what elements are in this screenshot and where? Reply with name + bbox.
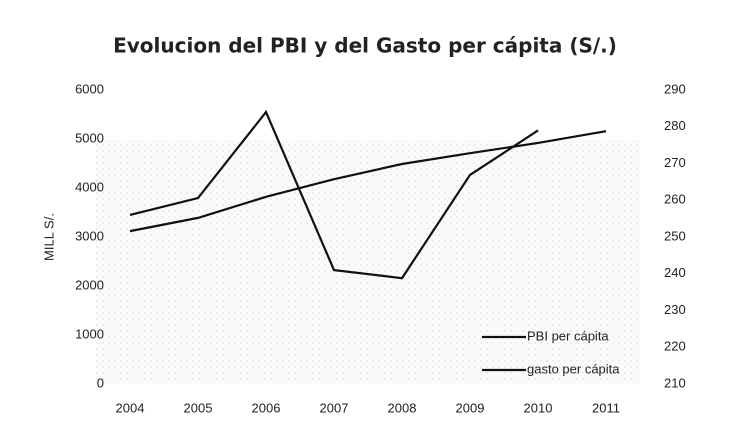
legend-label: PBI per cápita xyxy=(527,328,609,343)
y2-tick-label: 220 xyxy=(664,339,686,354)
y2-tick-label: 270 xyxy=(664,155,686,170)
x-tick-label: 2011 xyxy=(592,400,620,415)
x-tick-label: 2007 xyxy=(320,400,349,415)
chart-title: Evolucion del PBI y del Gasto per cápita… xyxy=(113,34,617,58)
y2-tick-label: 240 xyxy=(664,265,686,280)
y2-tick-label: 230 xyxy=(664,302,686,317)
y-tick-label: 4000 xyxy=(75,179,104,194)
x-tick-label: 2010 xyxy=(524,400,553,415)
y-tick-label: 6000 xyxy=(75,81,104,96)
plot-texture xyxy=(96,140,640,384)
y2-tick-label: 250 xyxy=(664,228,686,243)
y-tick-label: 1000 xyxy=(75,326,104,341)
y-tick-label: 3000 xyxy=(75,228,104,243)
y2-tick-label: 210 xyxy=(664,375,686,390)
x-tick-label: 2006 xyxy=(252,400,281,415)
y-axis-label: MILL S/. xyxy=(41,213,56,261)
series-line xyxy=(129,109,539,280)
x-tick-label: 2004 xyxy=(116,400,145,415)
y-tick-label: 0 xyxy=(97,375,104,390)
legend-label: gasto per cápita xyxy=(527,361,620,376)
x-tick-label: 2009 xyxy=(456,400,485,415)
x-tick-label: 2008 xyxy=(388,400,417,415)
y2-tick-label: 260 xyxy=(664,192,686,207)
series-line xyxy=(129,130,607,233)
y2-tick-label: 280 xyxy=(664,118,686,133)
x-tick-label: 2005 xyxy=(184,400,213,415)
y2-tick-label: 290 xyxy=(664,81,686,96)
y-tick-label: 2000 xyxy=(75,277,104,292)
y-tick-label: 5000 xyxy=(75,130,104,145)
